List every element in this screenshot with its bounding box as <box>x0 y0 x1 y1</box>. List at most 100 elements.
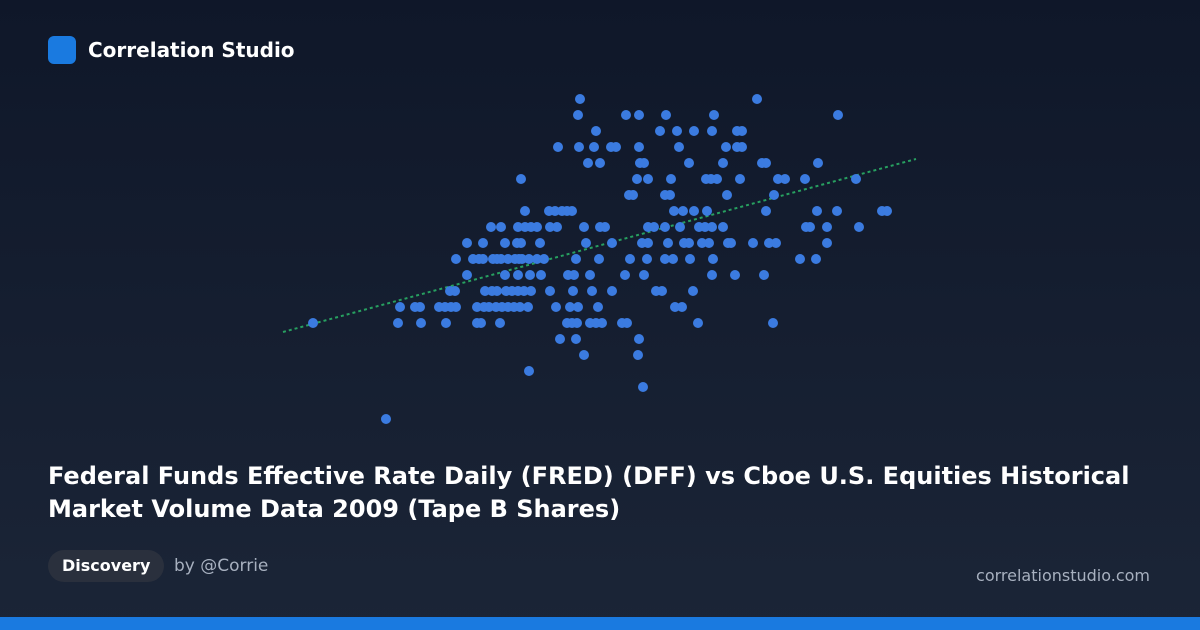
data-point <box>759 270 769 280</box>
data-point <box>620 270 630 280</box>
data-point <box>722 190 732 200</box>
data-point <box>660 222 670 232</box>
data-point <box>462 238 472 248</box>
data-point <box>625 254 635 264</box>
data-point <box>573 110 583 120</box>
data-point <box>813 158 823 168</box>
data-point <box>567 206 577 216</box>
data-point <box>486 222 496 232</box>
data-point <box>661 110 671 120</box>
data-point <box>707 222 717 232</box>
data-point <box>730 270 740 280</box>
brand: Correlation Studio <box>48 36 295 64</box>
data-point <box>462 270 472 280</box>
data-point <box>628 190 638 200</box>
data-point <box>707 270 717 280</box>
data-point <box>579 222 589 232</box>
data-point <box>552 222 562 232</box>
site-url[interactable]: correlationstudio.com <box>976 566 1150 585</box>
data-point <box>526 286 536 296</box>
data-point <box>795 254 805 264</box>
data-point <box>593 302 603 312</box>
data-point <box>545 286 555 296</box>
data-point <box>660 254 670 264</box>
data-point <box>532 222 542 232</box>
data-point <box>441 318 451 328</box>
data-point <box>607 238 617 248</box>
data-point <box>495 318 505 328</box>
data-point <box>800 174 810 184</box>
data-point <box>569 270 579 280</box>
data-point <box>737 142 747 152</box>
data-point <box>550 206 560 216</box>
data-point <box>553 142 563 152</box>
data-point <box>579 350 589 360</box>
data-point <box>484 302 494 312</box>
data-point <box>472 302 482 312</box>
data-point <box>771 238 781 248</box>
data-point <box>496 222 506 232</box>
data-point <box>822 222 832 232</box>
data-point <box>769 190 779 200</box>
data-point <box>697 238 707 248</box>
data-point <box>621 110 631 120</box>
data-point <box>575 94 585 104</box>
data-point <box>684 158 694 168</box>
data-point <box>539 254 549 264</box>
data-point <box>639 158 649 168</box>
data-point <box>780 174 790 184</box>
data-point <box>674 142 684 152</box>
data-point <box>709 110 719 120</box>
data-point <box>752 94 762 104</box>
data-point <box>688 286 698 296</box>
data-point <box>812 206 822 216</box>
data-point <box>572 318 582 328</box>
data-point <box>735 174 745 184</box>
data-point <box>571 334 581 344</box>
data-point <box>669 206 679 216</box>
data-point <box>634 334 644 344</box>
data-point <box>773 174 783 184</box>
data-point <box>768 318 778 328</box>
data-point <box>585 270 595 280</box>
data-point <box>677 302 687 312</box>
data-point <box>721 142 731 152</box>
data-point <box>381 414 391 424</box>
accent-bar <box>0 617 1200 630</box>
data-point <box>535 238 545 248</box>
data-point <box>811 254 821 264</box>
data-point <box>670 302 680 312</box>
data-point <box>622 318 632 328</box>
data-point <box>597 318 607 328</box>
category-tag[interactable]: Discovery <box>48 550 165 582</box>
data-point <box>516 174 526 184</box>
data-point <box>583 158 593 168</box>
data-point <box>761 206 771 216</box>
data-point <box>500 270 510 280</box>
data-point <box>555 334 565 344</box>
data-point <box>611 142 621 152</box>
data-point <box>764 238 774 248</box>
data-point <box>517 254 527 264</box>
data-point <box>515 302 525 312</box>
trend-line <box>282 158 917 333</box>
data-point <box>675 222 685 232</box>
data-point <box>500 238 510 248</box>
data-point <box>308 318 318 328</box>
data-point <box>525 270 535 280</box>
data-point <box>524 366 534 376</box>
data-point <box>519 286 529 296</box>
data-point <box>639 270 649 280</box>
author-label[interactable]: by @Corrie <box>174 556 269 576</box>
data-point <box>532 254 542 264</box>
data-point <box>632 174 642 184</box>
data-point <box>478 238 488 248</box>
data-point <box>657 286 667 296</box>
data-point <box>607 286 617 296</box>
data-point <box>600 222 610 232</box>
data-point <box>571 254 581 264</box>
data-point <box>805 222 815 232</box>
data-point <box>649 222 659 232</box>
data-point <box>822 238 832 248</box>
data-point <box>513 222 523 232</box>
